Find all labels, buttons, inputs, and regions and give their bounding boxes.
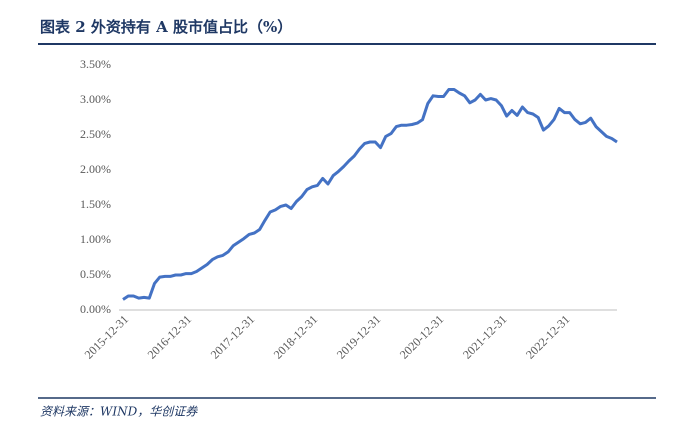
y-tick-label: 2.00% xyxy=(80,162,111,176)
y-tick-label: 0.50% xyxy=(80,267,111,281)
line-series xyxy=(122,88,618,301)
x-tick-label: 2015-12-31 xyxy=(82,312,131,361)
x-tick-label: 2021-12-31 xyxy=(460,312,509,361)
x-tick-label: 2016-12-31 xyxy=(145,312,194,361)
y-tick-label: 1.50% xyxy=(80,197,111,211)
y-tick-label: 1.00% xyxy=(80,232,111,246)
x-tick-label: 2017-12-31 xyxy=(208,312,257,361)
x-tick-label: 2019-12-31 xyxy=(334,312,383,361)
x-tick-label: 2020-12-31 xyxy=(397,312,446,361)
chart-title: 图表 2 外资持有 A 股市值占比（%） xyxy=(40,18,292,36)
source: 资料来源：WIND，华创证券 xyxy=(40,405,198,419)
y-tick-label: 2.50% xyxy=(80,127,111,141)
x-tick-label: 2022-12-31 xyxy=(523,312,572,361)
y-tick-label: 3.00% xyxy=(80,92,111,106)
y-tick-label: 3.50% xyxy=(80,57,111,71)
y-tick-label: 0.00% xyxy=(80,302,111,316)
x-tick-label: 2018-12-31 xyxy=(271,312,320,361)
